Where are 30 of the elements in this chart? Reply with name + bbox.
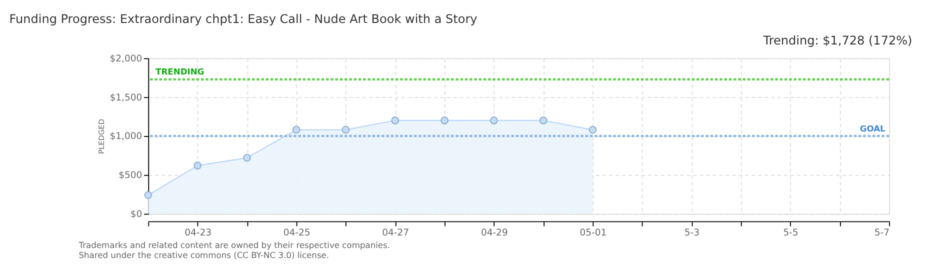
x-tick-label: 04-23	[184, 228, 212, 239]
text: Shared under the creative commons (CC BY-NC 3.0) license.	[78, 250, 330, 260]
point	[490, 116, 498, 124]
x-tick-label: 04-27	[382, 228, 410, 239]
point	[243, 154, 251, 162]
x-tick-label: 5-7	[874, 228, 890, 239]
point	[292, 126, 300, 134]
y-tick-label: $0	[130, 209, 142, 220]
y-tick-label: $2,000	[110, 53, 142, 64]
x-tick-label: 04-25	[283, 228, 310, 239]
x-tick-label: 5-3	[684, 228, 700, 239]
text: Trademarks and related content are owned by their respective companies.	[78, 240, 390, 250]
y-axis-title: PLEDGED	[97, 118, 106, 154]
point	[588, 126, 597, 134]
x-tick-label: 05-01	[580, 228, 607, 239]
x-tick-label: 5-5	[783, 228, 798, 239]
point	[144, 191, 152, 200]
chart-subtitle: Trending: $1,728 (172%)	[762, 33, 912, 48]
y-tick-label: $1,500	[110, 92, 142, 104]
ref-line-label: TRENDING	[156, 66, 204, 77]
point	[342, 126, 350, 134]
point	[539, 116, 548, 124]
point	[391, 116, 400, 124]
chart-title: Funding Progress: Extraordinary chpt1: Easy Call - Nude Art Book with a Story	[9, 12, 478, 26]
point	[194, 162, 202, 170]
x-tick-label: 04-29	[480, 228, 508, 239]
y-tick-label: $1,000	[110, 131, 142, 142]
y-tick-label: $500	[118, 170, 142, 182]
point	[440, 116, 448, 124]
ref-line-label: GOAL	[860, 123, 886, 134]
